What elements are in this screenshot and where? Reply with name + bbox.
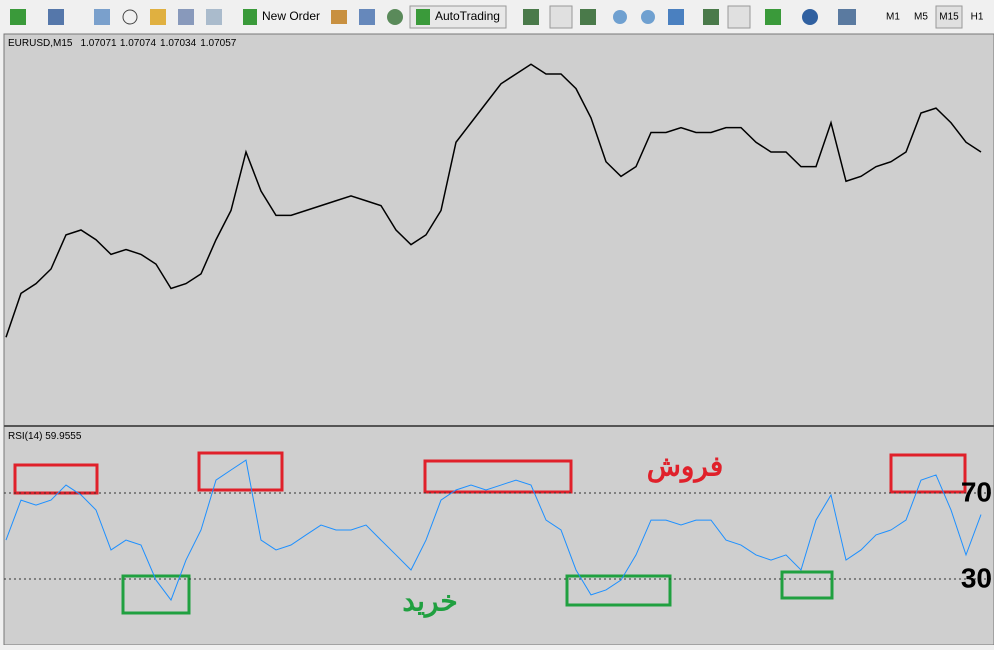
icon[interactable] bbox=[668, 9, 684, 25]
sell-box bbox=[889, 453, 967, 494]
annotation-boxes bbox=[13, 451, 967, 615]
icon[interactable] bbox=[94, 9, 110, 25]
icon[interactable] bbox=[150, 9, 166, 25]
quote: 1.07074 bbox=[120, 38, 157, 49]
icon[interactable] bbox=[802, 9, 818, 25]
timeframe-button[interactable]: M1 bbox=[886, 12, 900, 23]
autotrading-label[interactable]: AutoTrading bbox=[435, 9, 500, 23]
icon[interactable] bbox=[331, 10, 347, 24]
autotrading-button[interactable] bbox=[409, 5, 507, 29]
buy-label: خرید bbox=[402, 585, 457, 618]
icon[interactable] bbox=[10, 9, 26, 25]
timeframe-button[interactable]: H1 bbox=[971, 12, 984, 23]
price-line bbox=[5, 63, 982, 338]
icon[interactable] bbox=[765, 9, 781, 25]
rsi-header: RSI(14) 59.9555 bbox=[8, 431, 82, 442]
chart-window bbox=[3, 33, 994, 646]
icon[interactable] bbox=[48, 9, 64, 25]
rsi-line bbox=[5, 459, 982, 602]
icon[interactable] bbox=[178, 9, 194, 25]
timeframe-button[interactable]: M5 bbox=[914, 12, 928, 23]
icon[interactable] bbox=[523, 9, 539, 25]
icon[interactable] bbox=[549, 5, 573, 29]
icon[interactable] bbox=[580, 9, 596, 25]
sell-label: فروش bbox=[647, 450, 724, 483]
icon[interactable] bbox=[387, 9, 403, 25]
icon[interactable] bbox=[416, 9, 430, 25]
quote: 1.07057 bbox=[200, 38, 237, 49]
quote: 1.07071 bbox=[80, 38, 117, 49]
new-order-button[interactable]: New Order bbox=[262, 9, 320, 23]
buy-box bbox=[121, 574, 191, 615]
icon[interactable] bbox=[838, 9, 856, 25]
timeframe-active bbox=[935, 5, 963, 29]
toolbar-icons bbox=[10, 5, 856, 29]
indicator-name: RSI(14) bbox=[8, 431, 42, 442]
icon[interactable] bbox=[206, 9, 222, 25]
buy-box bbox=[565, 574, 672, 607]
icon[interactable] bbox=[359, 9, 375, 25]
timeframe-button[interactable]: M15 bbox=[939, 12, 959, 23]
icon[interactable] bbox=[613, 10, 627, 24]
icon[interactable] bbox=[703, 9, 719, 25]
sell-box bbox=[423, 459, 573, 494]
sell-box bbox=[197, 451, 284, 492]
level-label: 30 bbox=[961, 562, 992, 593]
icon[interactable] bbox=[727, 5, 751, 29]
level-label: 70 bbox=[961, 476, 992, 507]
symbol: EURUSD,M15 bbox=[8, 38, 73, 49]
quote: 1.07034 bbox=[160, 38, 197, 49]
price-header: EURUSD,M15 1.07071 1.07074 1.07034 1.07057 bbox=[8, 38, 237, 49]
icon[interactable] bbox=[641, 10, 655, 24]
icon[interactable] bbox=[243, 9, 257, 25]
indicator-value: 59.9555 bbox=[45, 431, 82, 442]
icon[interactable] bbox=[122, 9, 138, 25]
buy-box bbox=[780, 570, 834, 600]
